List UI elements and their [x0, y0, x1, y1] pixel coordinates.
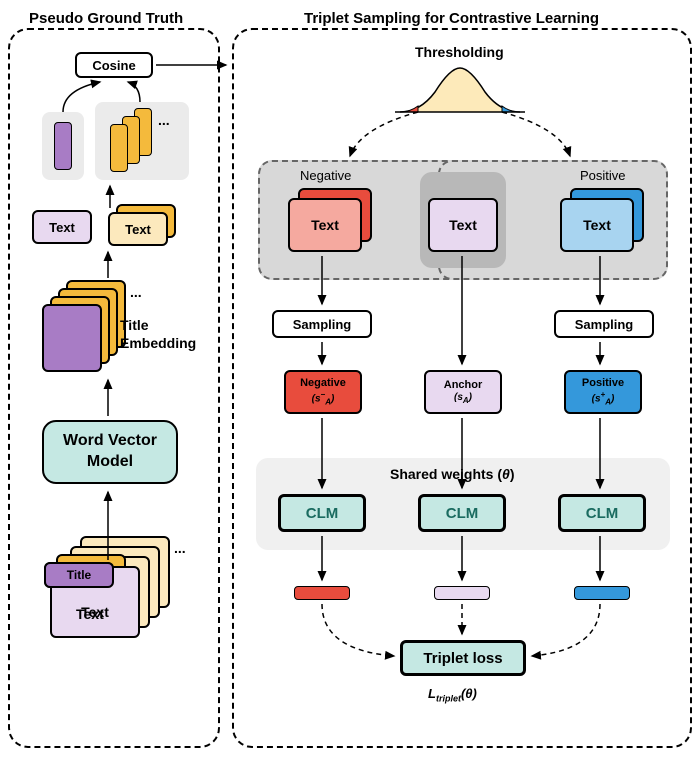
emb-bar-y1	[110, 124, 128, 172]
te-dots: ...	[130, 284, 142, 300]
emb-dots: ...	[158, 112, 170, 128]
sampling-left: Sampling	[272, 310, 372, 338]
triplet-loss: Triplet loss	[400, 640, 526, 676]
pos-sample-sub: (s+A)	[592, 390, 615, 407]
anchor-sample: Anchor (sA)	[424, 370, 502, 414]
emb-bar-purple	[54, 122, 72, 170]
out-bar-pos	[574, 586, 630, 600]
shared-weights-label: Shared weights (θ)	[390, 466, 515, 482]
neg-sample-label: Negative	[300, 377, 346, 390]
left-panel-title: Pseudo Ground Truth	[25, 10, 187, 27]
thresholding-label: Thresholding	[415, 44, 504, 60]
gaussian-curve	[390, 62, 530, 118]
clm-1: CLM	[278, 494, 366, 532]
sampling-right: Sampling	[554, 310, 654, 338]
pos-sample: Positive (s+A)	[564, 370, 642, 414]
neg-sample: Negative (s−A)	[284, 370, 362, 414]
bt-dots: ...	[174, 540, 186, 556]
cosine-box: Cosine	[75, 52, 153, 78]
pos-sample-label: Positive	[582, 377, 624, 390]
anchor-sample-label: Anchor	[444, 379, 483, 392]
title-embedding-label: TitleEmbedding	[120, 316, 196, 352]
left-text-yellow: Text	[108, 212, 168, 246]
pos-text: Text	[560, 198, 634, 252]
out-bar-neg	[294, 586, 350, 600]
negative-label: Negative	[300, 168, 351, 183]
out-bar-anchor	[434, 586, 490, 600]
neg-text: Text	[288, 198, 362, 252]
anchor-sample-sub: (sA)	[454, 392, 472, 406]
anchor-text: Text	[428, 198, 498, 252]
word-vector-model: Word VectorModel	[42, 420, 178, 484]
te-card1	[42, 304, 102, 372]
positive-label: Positive	[580, 168, 626, 183]
neg-sample-sub: (s−A)	[312, 390, 335, 407]
bt-title-front: Title	[44, 562, 114, 588]
loss-fn-label: Ltriplet(θ)	[428, 686, 477, 704]
bt-text-label: Text	[76, 606, 104, 622]
clm-3: CLM	[558, 494, 646, 532]
clm-2: CLM	[418, 494, 506, 532]
right-panel-title: Triplet Sampling for Contrastive Learnin…	[300, 10, 603, 27]
left-text-purple: Text	[32, 210, 92, 244]
